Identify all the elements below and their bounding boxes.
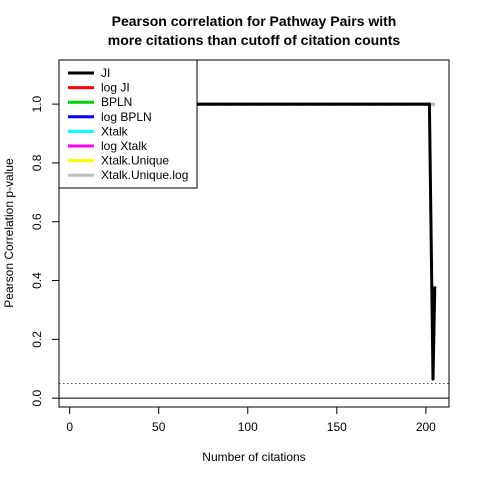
y-tick-label: 0.8: [30, 154, 44, 171]
y-tick-label: 0.6: [30, 213, 44, 230]
x-axis: 0 50 100 150 200: [66, 407, 436, 434]
y-axis-label: Pearson Correlation p-value: [2, 158, 16, 308]
y-tick-label: 0.2: [30, 331, 44, 348]
x-tick-label: 100: [238, 420, 258, 434]
legend-label-1: log JI: [101, 81, 130, 95]
chart-title-line-2: more citations than cutoff of citation c…: [108, 32, 401, 48]
y-tick-label: 1.0: [30, 95, 44, 112]
legend-box: [58, 59, 198, 189]
x-tick-label: 200: [416, 420, 436, 434]
x-axis-label: Number of citations: [202, 450, 305, 464]
reference-lines: [59, 382, 449, 399]
plot-frame: [58, 59, 450, 408]
legend-label-7: Xtalk.Unique.log: [101, 168, 188, 182]
chart-title-line-1: Pearson correlation for Pathway Pairs wi…: [112, 13, 397, 29]
x-tick-label: 0: [66, 420, 73, 434]
y-axis: 0.0 0.2 0.4 0.6 0.8 1.0: [30, 95, 59, 407]
y-tick-label: 0.0: [30, 390, 44, 407]
legend-label-4: Xtalk: [101, 124, 129, 138]
legend-label-3: log BPLN: [101, 110, 152, 124]
y-tick-label: 0.4: [30, 272, 44, 289]
legend-label-6: Xtalk.Unique: [101, 154, 169, 168]
x-tick-label: 50: [152, 420, 166, 434]
legend-label-0: JI: [101, 66, 110, 80]
legend-label-2: BPLN: [101, 95, 132, 109]
x-tick-label: 150: [327, 420, 347, 434]
legend-label-5: log Xtalk: [101, 139, 148, 153]
